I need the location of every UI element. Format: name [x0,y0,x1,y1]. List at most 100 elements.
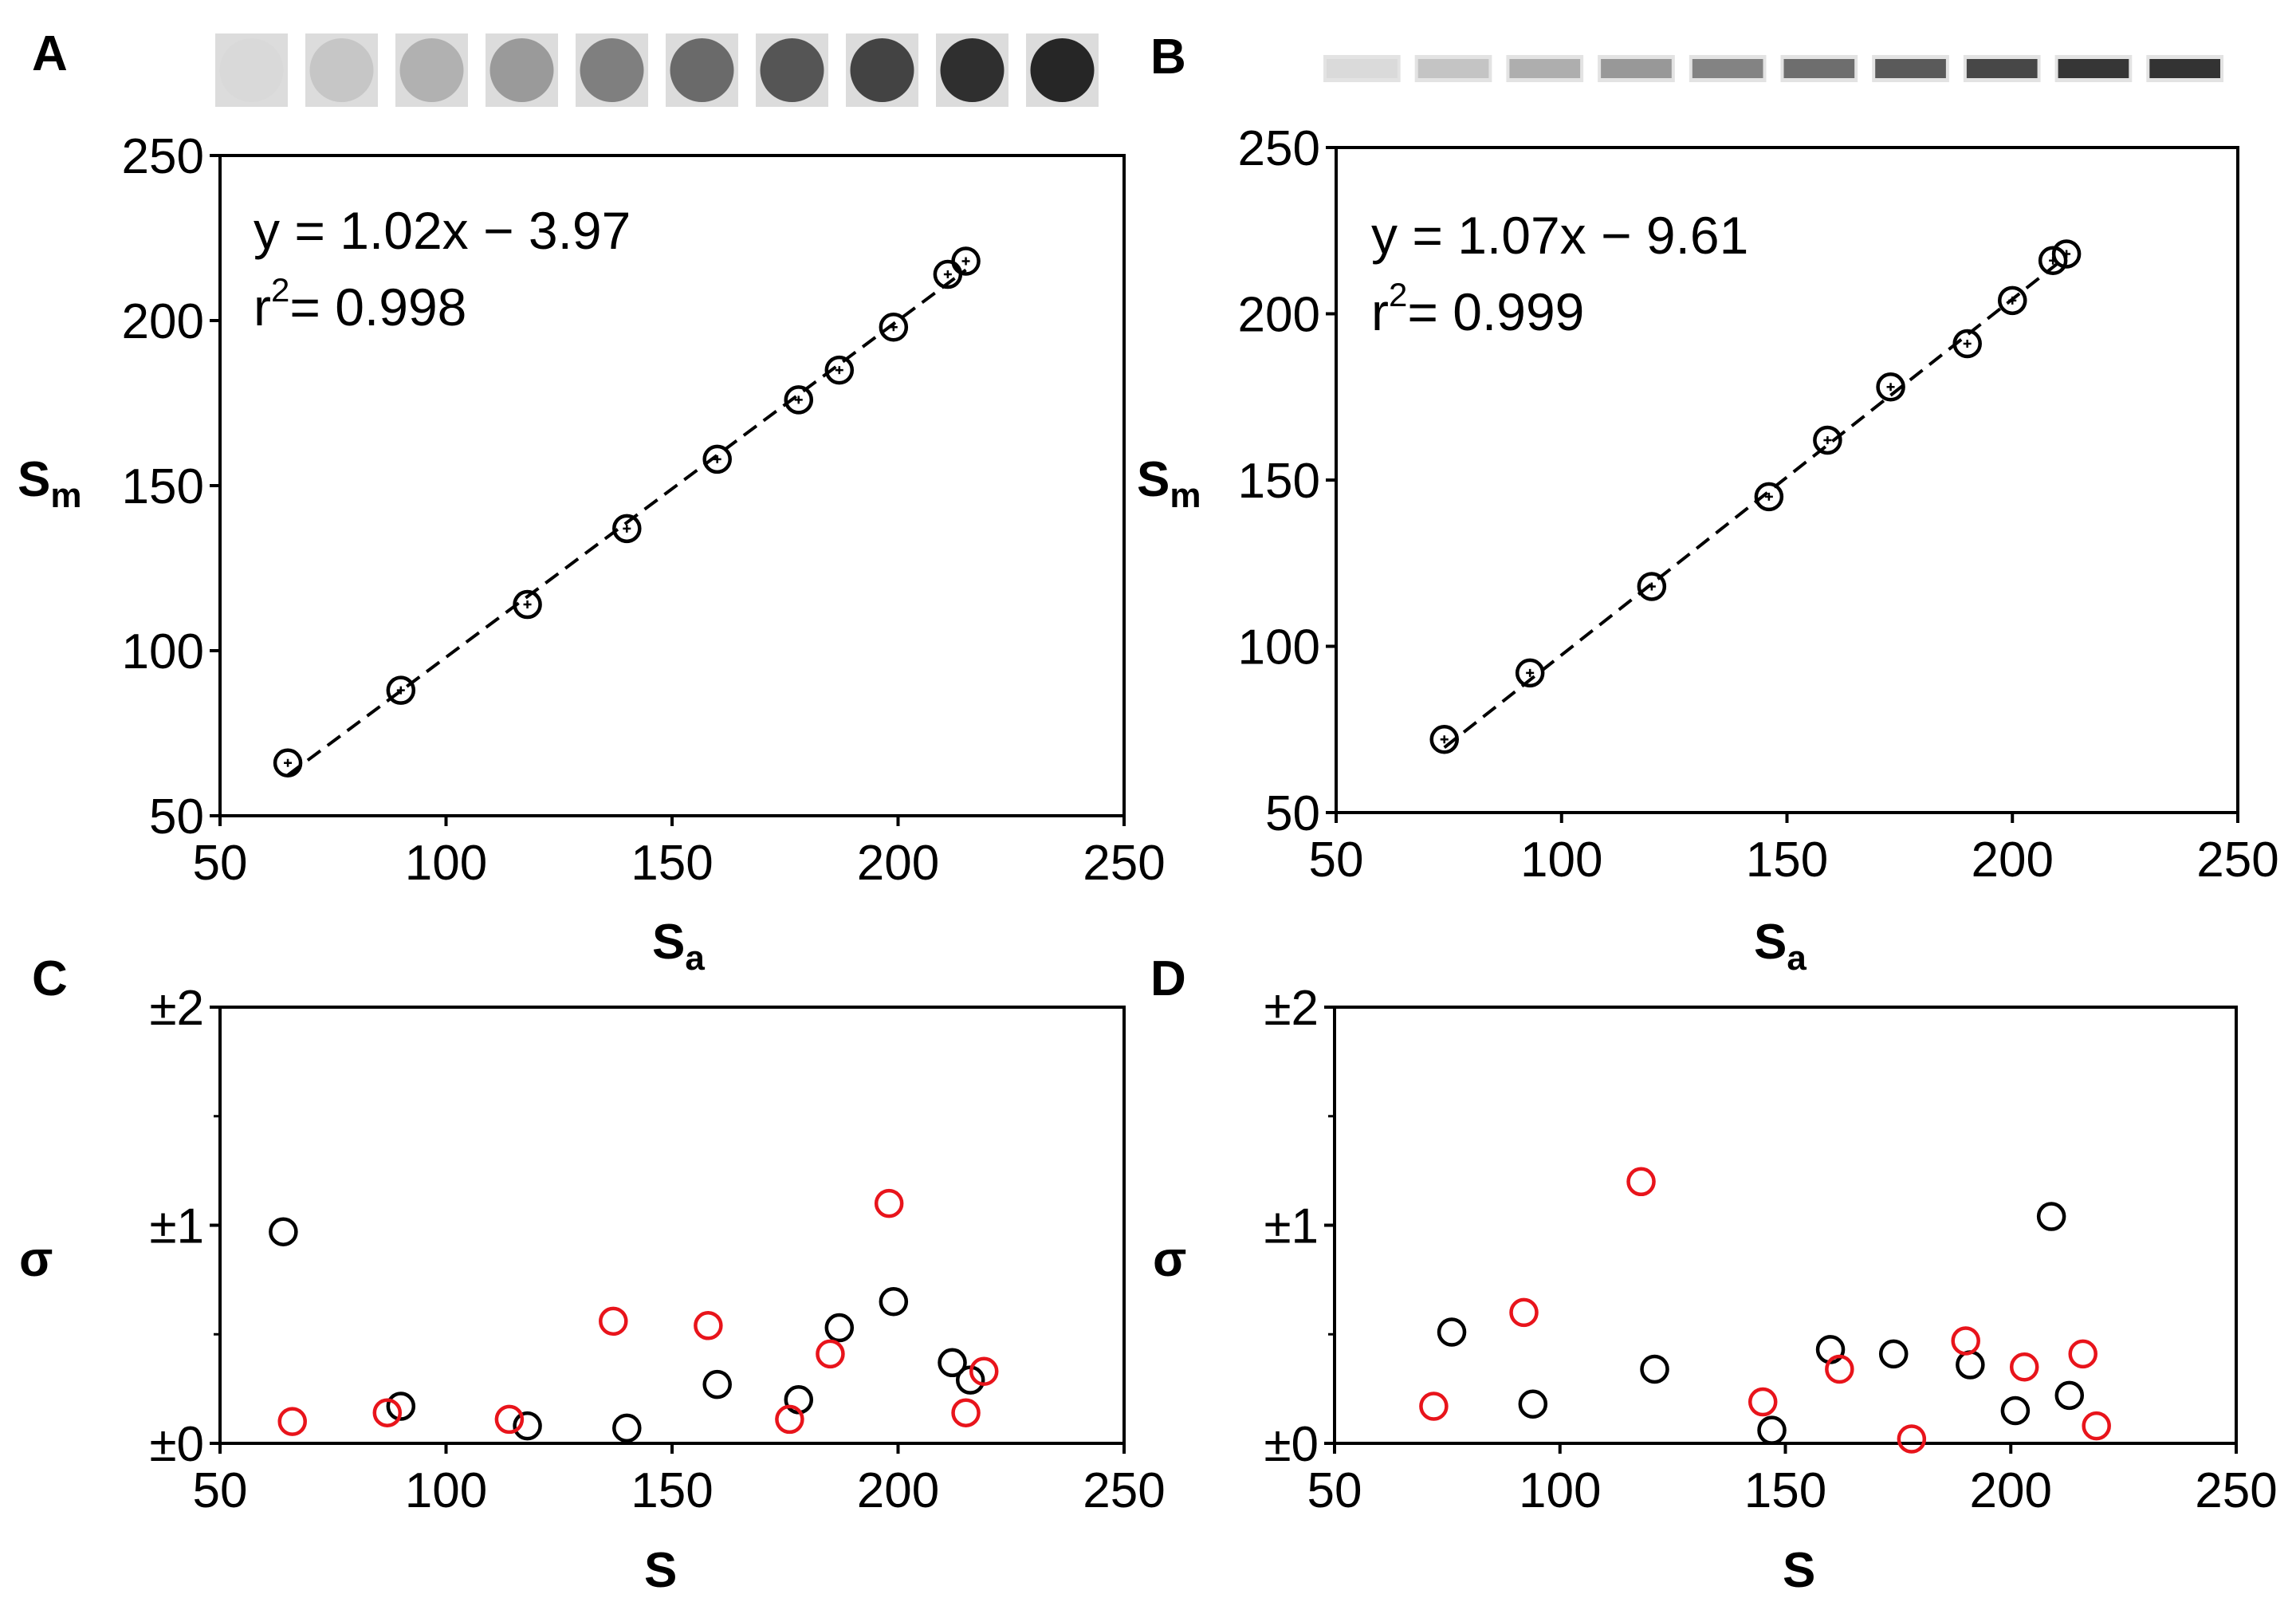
error-cross [1823,435,1832,444]
fit-equation: y = 1.07x − 9.61 [1371,206,1748,265]
data-point [599,1306,628,1336]
gray-swatch-dot [399,38,464,102]
data-point [879,313,909,342]
gray-swatch-band [1417,59,1489,78]
plot-frame [1333,1006,2238,1445]
r2-prefix: r [254,278,271,337]
y-axis-label: Sm [18,452,81,515]
gray-swatch-dot [850,38,914,102]
x-axis-label: Sa [652,915,705,978]
y-label-subscript: m [50,476,81,515]
data-point [494,1404,525,1435]
error-cross [1440,735,1449,744]
gray-swatch-band [2149,59,2220,78]
data-point [1640,1354,1669,1384]
data-point [2082,1411,2111,1441]
error-cross [1886,383,1895,392]
data-point [1754,482,1784,512]
x-axis-label: S [644,1543,677,1598]
x-tick-label: 150 [631,836,713,891]
data-point [1437,1317,1467,1347]
x-label-main: S [1754,915,1787,970]
error-cross [284,758,293,767]
error-cross [523,600,532,609]
y-tick-label: 50 [149,789,204,844]
panel-label-d: D [1150,951,1186,1006]
y-tick-label: 250 [1238,121,1320,176]
error-cross [943,270,952,279]
data-point [938,1348,967,1378]
data-point [784,385,814,415]
data-point [386,675,416,705]
data-point [1878,1339,1909,1369]
x-tick-label: 200 [857,836,939,891]
gray-swatch-dot [489,38,554,102]
data-point [2054,1380,2085,1411]
data-point [775,1404,804,1435]
error-cross [889,323,898,332]
x-tick-label: 250 [1083,836,1165,891]
error-cross [961,257,970,266]
y-tick-label: 100 [122,624,204,679]
r2-superscript: 2 [1389,276,1407,313]
data-point [612,514,642,544]
x-label-subscript: a [685,939,705,978]
x-axis-label: S [1783,1543,1815,1598]
error-cross [1647,582,1656,591]
r-squared: r2= 0.999 [1371,276,1584,341]
gray-swatch-band [1692,59,1763,78]
data-point [874,1188,904,1218]
error-cross [1963,340,1972,348]
panel-label-c: C [32,951,68,1006]
data-point [702,444,732,474]
data-point [1956,1350,1985,1380]
gray-swatch-band [1966,59,2038,78]
y-tick-label: ±2 [149,981,204,1036]
data-point [1626,1167,1656,1197]
x-tick-label: 100 [405,836,487,891]
gray-swatch-band [2058,59,2129,78]
data-point [513,589,542,620]
data-point [879,1286,909,1317]
data-point [816,1339,845,1369]
y-tick-label: ±0 [149,1417,204,1472]
x-tick-label: 250 [2195,1463,2277,1518]
data-point [277,1407,307,1436]
gray-swatch-dot [580,38,644,102]
data-point [1825,1354,1854,1384]
x-tick-label: 200 [1970,1463,2052,1518]
data-point [2051,239,2082,269]
data-point [1813,425,1842,455]
x-tick-label: 50 [1309,833,1364,888]
data-point [2036,1202,2066,1231]
data-point [702,1369,732,1399]
gray-swatch-band [1601,59,1672,78]
x-tick-label: 150 [1746,833,1828,888]
data-point [2009,1352,2039,1382]
error-cross [623,524,631,533]
panel-d: 50 100 150 200 250 ±0 ±1 ±2 S σ [1153,981,2278,1598]
panel-label-a: A [32,26,68,81]
gray-swatch-dot [309,38,374,102]
y-label-subscript: m [1170,476,1201,515]
data-point [1515,658,1545,688]
y-tick-label: 100 [1238,620,1320,675]
data-point [612,1413,642,1443]
data-point [372,1398,403,1427]
y-axis-label: σ [19,1232,53,1287]
data-point [1952,329,1982,359]
r2-value: = 0.999 [1407,282,1584,341]
data-point [694,1311,723,1340]
gray-swatch-dot [1030,38,1095,102]
y-tick-label: ±2 [1264,981,1319,1036]
data-point [824,1313,855,1343]
fit-line [286,268,967,777]
data-point [273,748,303,778]
y-label-main: S [1137,452,1170,507]
data-point [969,1356,999,1386]
data-point [1429,725,1459,754]
gray-swatch-band [1875,59,1946,78]
error-cross [396,686,405,695]
y-axis-label: σ [1153,1232,1186,1287]
error-cross [2008,296,2017,305]
